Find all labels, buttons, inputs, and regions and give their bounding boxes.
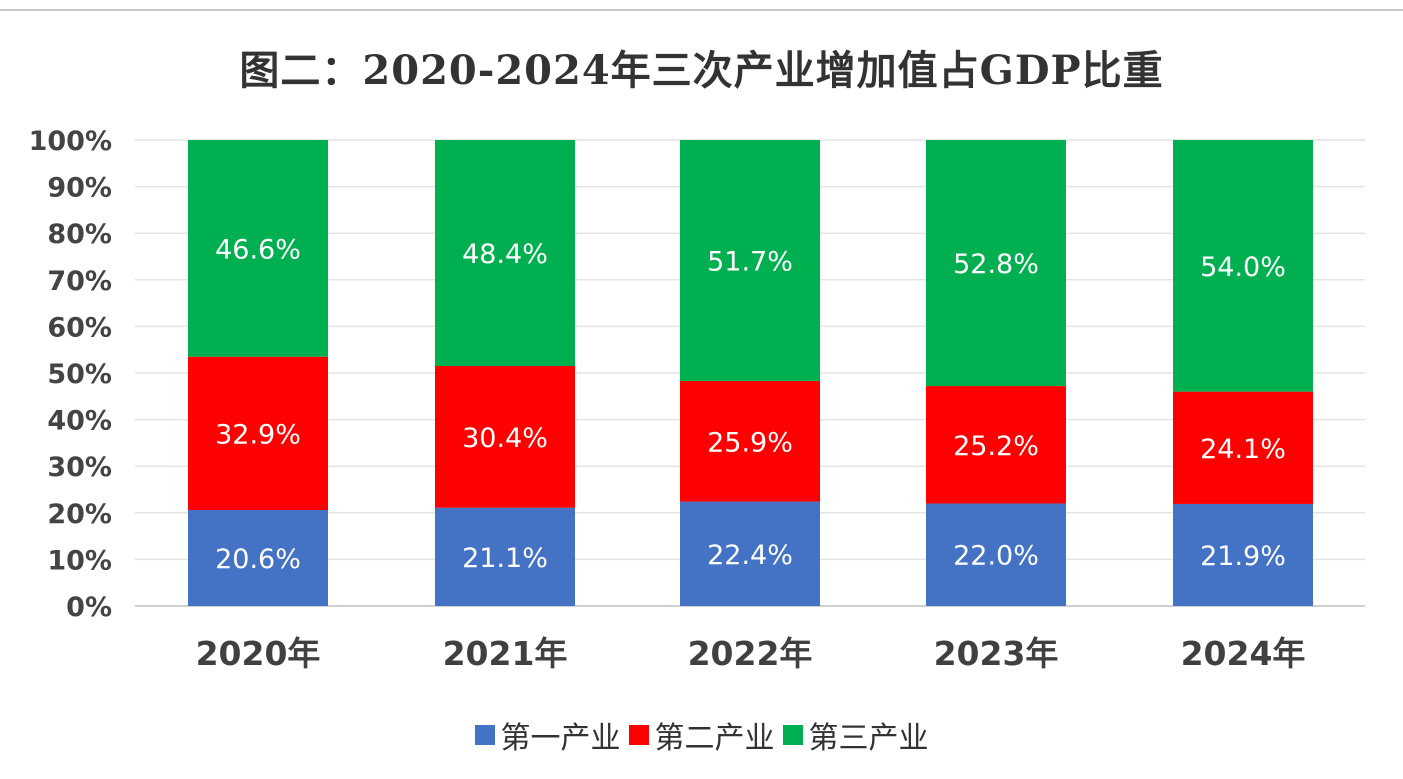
data-label-tertiary: 52.8%: [953, 249, 1039, 280]
legend-label-primary: 第一产业: [500, 721, 621, 756]
bar-segment-primary: [926, 503, 1066, 606]
legend-item-secondary: 第二产业: [628, 713, 775, 757]
x-category-label: 2020年: [196, 634, 321, 673]
data-label-secondary: 32.9%: [215, 419, 301, 450]
bar-segment-tertiary: [188, 140, 328, 357]
bar-segment-primary: [680, 501, 820, 606]
data-label-secondary: 25.9%: [707, 427, 793, 458]
legend-swatch-tertiary: [782, 725, 803, 745]
y-tick-label: 20%: [47, 499, 112, 530]
data-label-secondary: 30.4%: [462, 423, 548, 454]
data-label-tertiary: 54.0%: [1200, 252, 1286, 283]
x-category-label: 2023年: [934, 634, 1059, 673]
legend: 第一产业 第二产业 第三产业: [0, 713, 1403, 757]
x-category-label: 2021年: [443, 634, 568, 673]
bar-segment-secondary: [435, 366, 575, 508]
bar-segment-primary: [435, 507, 575, 606]
legend-label-secondary: 第二产业: [654, 721, 775, 756]
data-label-primary: 22.4%: [707, 540, 793, 571]
x-category-label: 2022年: [688, 634, 813, 673]
bar-segment-secondary: [926, 386, 1066, 504]
legend-item-tertiary: 第三产业: [782, 713, 929, 757]
legend-swatch-primary: [474, 725, 495, 745]
x-category-label: 2024年: [1181, 634, 1306, 673]
chart-frame: [0, 9, 1403, 779]
data-label-tertiary: 51.7%: [707, 246, 793, 277]
data-label-secondary: 25.2%: [953, 431, 1039, 462]
y-tick-label: 80%: [47, 219, 112, 250]
bar-segment-tertiary: [435, 140, 575, 367]
bar-segment-primary: [1173, 503, 1313, 606]
bar-segment-secondary: [1173, 391, 1313, 504]
data-labels: 20.6% 32.9% 46.6% 21.1% 30.4% 48.4% 22.4% 25.9%…: [215, 234, 1286, 575]
y-tick-label: 100%: [29, 126, 112, 157]
chart-title: 图二：2020-2024年三次产业增加值占GDP比重: [239, 47, 1164, 94]
data-label-primary: 22.0%: [953, 541, 1039, 572]
bars: [188, 140, 1313, 606]
bar-segment-secondary: [680, 380, 820, 502]
legend-swatch-secondary: [628, 725, 649, 745]
y-tick-label: 50%: [47, 359, 112, 390]
legend-item-primary: 第一产业: [474, 713, 621, 757]
bar-segment-tertiary: [1173, 140, 1313, 392]
data-label-primary: 21.9%: [1200, 541, 1286, 572]
data-label-secondary: 24.1%: [1200, 434, 1286, 465]
data-label-primary: 21.1%: [462, 543, 548, 574]
legend-label-tertiary: 第三产业: [808, 721, 929, 756]
y-tick-label: 90%: [47, 173, 112, 204]
y-tick-label: 40%: [47, 406, 112, 437]
y-axis-ticks: 0% 10% 20% 30% 40% 50% 60% 70% 80% 90% 100%: [29, 126, 112, 623]
bar-segment-secondary: [188, 356, 328, 511]
y-tick-label: 60%: [47, 312, 112, 343]
bar-segment-primary: [188, 510, 328, 606]
y-tick-label: 30%: [47, 452, 112, 483]
y-tick-label: 0%: [66, 592, 112, 623]
y-tick-label: 70%: [47, 266, 112, 297]
data-label-tertiary: 46.6%: [215, 234, 301, 265]
data-label-tertiary: 48.4%: [462, 239, 548, 270]
bar-segment-tertiary: [926, 140, 1066, 387]
data-label-primary: 20.6%: [215, 544, 301, 575]
x-axis-categories: 2020年 2021年 2022年 2023年 2024年: [196, 634, 1306, 673]
bar-segment-tertiary: [680, 140, 820, 381]
y-tick-label: 10%: [47, 545, 112, 576]
